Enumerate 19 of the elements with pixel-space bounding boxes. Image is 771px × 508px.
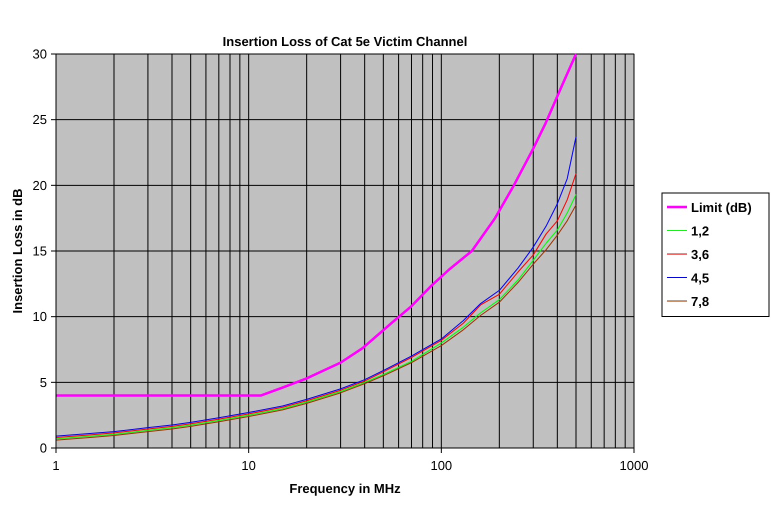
y-tick-label: 10 xyxy=(32,309,47,324)
y-axis-title: Insertion Loss in dB xyxy=(10,188,25,314)
y-tick-label: 25 xyxy=(32,112,47,128)
x-tick-label: 1000 xyxy=(620,458,648,473)
y-tick-label: 0 xyxy=(40,440,47,456)
x-tick-label: 100 xyxy=(430,458,452,473)
y-tick-label: 15 xyxy=(32,244,47,258)
legend-label: Limit (dB) xyxy=(691,200,752,215)
y-tick-label: 30 xyxy=(32,46,47,62)
chart-title: Insertion Loss of Cat 5e Victim Channel xyxy=(222,34,468,49)
x-tick-label: 1 xyxy=(52,458,60,473)
x-tick-label: 10 xyxy=(241,458,256,473)
y-tick-label: 5 xyxy=(40,374,47,390)
y-tick-label: 20 xyxy=(32,178,47,193)
legend-label: 3,6 xyxy=(691,247,710,262)
legend-label: 4,5 xyxy=(691,270,710,286)
legend-label: 1,2 xyxy=(691,224,710,238)
x-axis-title: Frequency in MHz xyxy=(289,481,402,496)
legend-label: 7,8 xyxy=(691,294,710,309)
